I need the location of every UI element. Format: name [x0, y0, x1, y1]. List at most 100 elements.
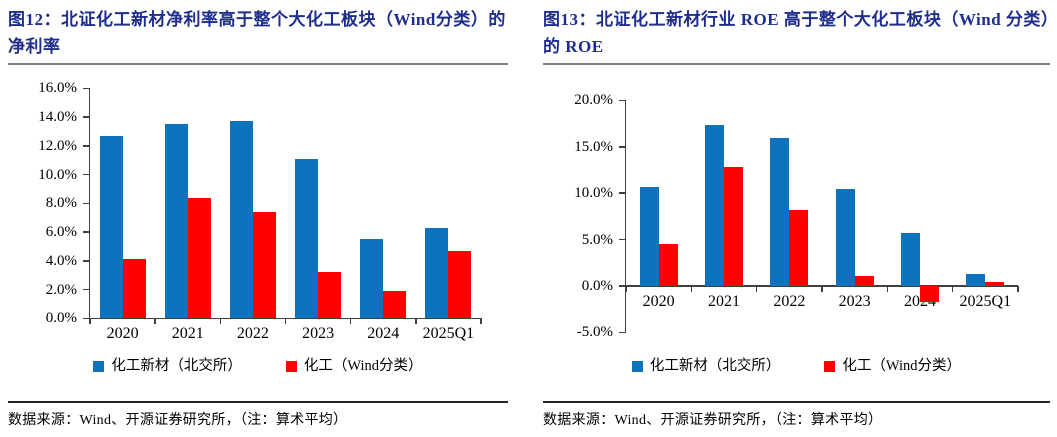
x-axis-tick-label: 2022 [773, 292, 806, 310]
x-tick [284, 318, 287, 325]
y-axis-tick-label: 8.0% [45, 195, 77, 212]
legend-swatch-blue-icon [631, 360, 643, 372]
chart-legend: 化工新材（北交所） 化工（Wind分类） [8, 357, 508, 375]
bar [985, 282, 1005, 286]
x-axis-tick-label: 2020 [642, 292, 675, 310]
x-axis-tick-label: 2022 [236, 325, 269, 343]
x-tick [755, 285, 758, 292]
bar [854, 275, 874, 286]
bar [164, 124, 188, 319]
y-tick [619, 146, 626, 148]
bar [252, 212, 276, 319]
legend-label: 化工新材（北交所） [649, 358, 781, 375]
title-divider [8, 63, 508, 66]
x-axis-tick-label: 2024 [367, 325, 400, 343]
y-axis-tick-label: -5.0% [576, 324, 613, 341]
x-tick [1017, 285, 1019, 292]
bar [770, 138, 790, 286]
y-axis-tick-label: 6.0% [45, 224, 77, 241]
data-source-note: 数据来源：Wind、开源证券研究所，（注：算术平均） [543, 413, 883, 429]
y-axis-tick-label: 12.0% [38, 137, 77, 154]
data-source-note: 数据来源：Wind、开源证券研究所，（注：算术平均） [8, 413, 348, 429]
x-axis-tick-label: 2025Q1 [422, 325, 475, 343]
x-tick [625, 285, 627, 292]
bar [229, 121, 253, 319]
legend-swatch-red-icon [285, 360, 297, 372]
bar [383, 291, 407, 319]
roe-bar-chart: 20.0% 15.0% 10.0% 5.0% 0.0% -5.0% 2020 2021 2022… [543, 67, 1050, 341]
y-tick [83, 145, 90, 147]
x-tick [690, 285, 693, 292]
legend-item-chem-new-materials: 化工新材（北交所） [93, 357, 242, 375]
figure-12-title: 图12：北证化工新材净利率高于整个大化工板块（Wind分类）的净利率 [8, 10, 506, 57]
source-divider [543, 401, 1050, 404]
title-divider [543, 63, 1050, 66]
figure-12-section: 图12：北证化工新材净利率高于整个大化工板块（Wind分类）的净利率 16.0%… [8, 0, 508, 437]
bar [639, 186, 659, 286]
bar [425, 227, 449, 319]
x-tick [415, 318, 417, 325]
y-tick [83, 173, 90, 176]
bar [658, 244, 678, 286]
x-tick [951, 285, 954, 292]
y-axis-tick-label: 0.0% [45, 310, 77, 327]
chart-legend: 化工新材（北交所） 化工（Wind分类） [543, 357, 1050, 375]
y-tick [83, 317, 90, 320]
y-tick [619, 331, 626, 334]
bar [789, 209, 809, 286]
bar [295, 158, 319, 319]
y-tick [83, 87, 90, 90]
x-axis-tick-label: 2023 [838, 292, 871, 310]
y-tick [83, 260, 90, 262]
y-tick [619, 192, 626, 194]
net-margin-bar-chart: 16.0% 14.0% 12.0% 10.0% 8.0% 6.0% 4.0% 2.0% 0.0%… [8, 67, 508, 342]
bar [448, 250, 472, 319]
x-axis-tick-label: 2025Q1 [959, 292, 1012, 310]
bar [360, 239, 384, 319]
y-axis-tick-label: 10.0% [38, 166, 77, 183]
figure-13-title: 图13：北证化工新材行业 ROE 高于整个大化工板块（Wind 分类）的 ROE [543, 10, 1050, 57]
x-axis-tick-label: 2020 [106, 325, 139, 343]
y-tick [83, 202, 90, 205]
x-tick [821, 285, 823, 292]
x-tick [89, 318, 91, 325]
legend-label: 化工（Wind分类） [303, 358, 423, 375]
y-axis-tick-label: 14.0% [38, 109, 77, 126]
y-tick [83, 288, 90, 291]
y-axis-tick-label: 4.0% [45, 252, 77, 269]
y-tick [83, 231, 90, 233]
x-axis-tick-label: 2021 [707, 292, 740, 310]
bar [901, 233, 920, 286]
legend-label: 化工（Wind分类） [842, 358, 962, 375]
bar [318, 272, 342, 319]
x-tick [349, 318, 352, 325]
y-axis-tick-label: 0.0% [581, 277, 613, 294]
y-tick [83, 116, 90, 118]
y-axis-tick-label: 10.0% [574, 185, 613, 202]
y-axis-tick-label: 2.0% [45, 281, 77, 298]
figure-13-section: 图13：北证化工新材行业 ROE 高于整个大化工板块（Wind 分类）的 ROE… [543, 0, 1050, 437]
y-tick [619, 99, 626, 102]
y-axis-line [624, 100, 626, 333]
x-tick [154, 318, 156, 325]
y-tick [619, 238, 626, 241]
legend-item-chem-wind: 化工（Wind分类） [824, 357, 961, 375]
bar [920, 285, 939, 302]
bar [122, 259, 146, 319]
y-tick [619, 285, 626, 287]
bar [187, 197, 211, 319]
legend-item-chem-wind: 化工（Wind分类） [285, 357, 423, 375]
bar [724, 167, 743, 286]
legend-swatch-blue-icon [93, 360, 105, 372]
x-tick [886, 285, 889, 292]
legend-item-chem-new-materials: 化工新材（北交所） [631, 357, 781, 375]
x-tick [219, 318, 222, 325]
legend-label: 化工新材（北交所） [111, 358, 242, 375]
x-axis-tick-label: 2021 [171, 325, 204, 343]
x-tick [480, 318, 482, 325]
y-axis-tick-label: 5.0% [581, 231, 613, 248]
x-axis-tick-label: 2023 [302, 325, 335, 343]
bar [966, 273, 986, 286]
bar [99, 135, 123, 319]
